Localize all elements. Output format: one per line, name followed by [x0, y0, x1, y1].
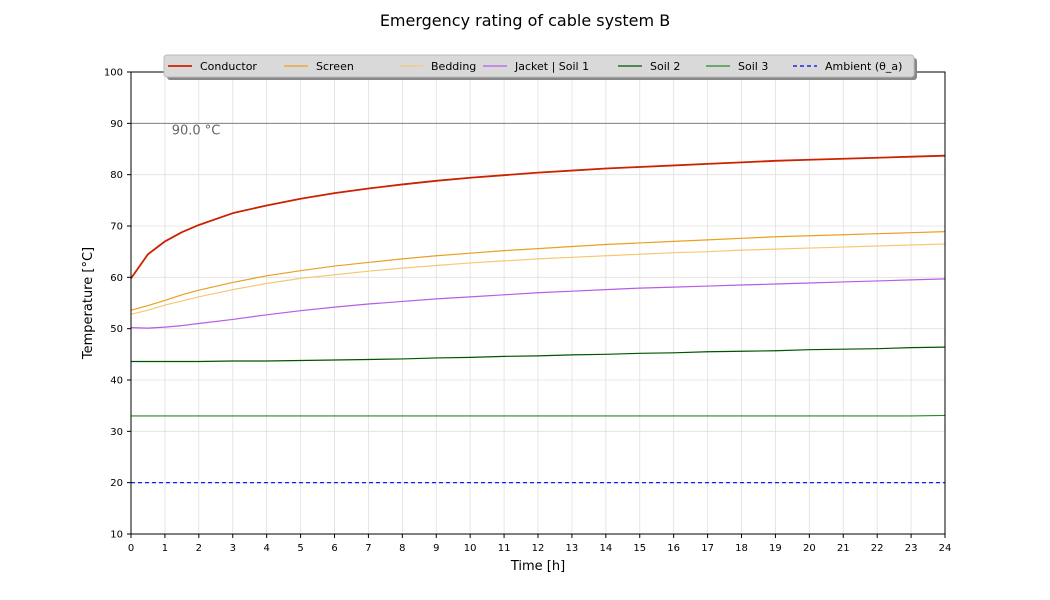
series-line-screen — [130, 231, 946, 311]
x-tick-label: 8 — [399, 543, 405, 554]
legend-label: Ambient (θ_a) — [825, 60, 902, 73]
y-tick-label: 80 — [110, 170, 123, 181]
y-tick-label: 60 — [110, 273, 123, 284]
legend-label: Screen — [316, 60, 354, 73]
series-group — [130, 154, 946, 484]
legend: Conductor Screen Bedding Jacket | Soil 1 Soi… — [163, 54, 917, 80]
y-tick-label: 10 — [110, 530, 123, 541]
grid — [130, 71, 946, 535]
y-tick-label: 40 — [110, 376, 123, 387]
max-temperature-label: 90.0 °C — [172, 123, 221, 138]
x-tick-label: 5 — [297, 543, 303, 554]
x-tick-label: 24 — [939, 543, 952, 554]
legend-box — [163, 54, 915, 78]
series-line-soil-2 — [131, 346, 946, 363]
x-tick-label: 20 — [803, 543, 816, 554]
x-tick-label: 6 — [331, 543, 337, 554]
x-tick-label: 16 — [667, 543, 680, 554]
legend-label: Soil 3 — [738, 60, 768, 73]
legend-label: Bedding — [431, 60, 476, 73]
y-axis-title: Temperature [°C] — [81, 247, 96, 360]
x-tick-label: 12 — [532, 543, 545, 554]
x-tick-label: 17 — [701, 543, 714, 554]
reference-line-group: 90.0 °C — [131, 122, 945, 138]
legend-label: Soil 2 — [650, 60, 680, 73]
legend-label: Jacket | Soil 1 — [514, 60, 589, 73]
x-tick-label: 13 — [566, 543, 579, 554]
x-tick-label: 23 — [905, 543, 918, 554]
series-line-soil-3 — [131, 414, 946, 417]
x-tick-label: 22 — [871, 543, 884, 554]
x-tick-label: 14 — [599, 543, 612, 554]
x-tick-label: 1 — [162, 543, 168, 554]
y-tick-label: 90 — [110, 119, 123, 130]
x-tick-label: 7 — [365, 543, 371, 554]
x-tick-label: 21 — [837, 543, 850, 554]
y-tick-label: 50 — [110, 324, 123, 335]
y-tick-label: 30 — [110, 427, 123, 438]
series-line-bedding — [130, 243, 946, 315]
series-line-conductor — [130, 154, 946, 279]
legend-label: Conductor — [200, 60, 257, 73]
x-tick-label: 2 — [196, 543, 202, 554]
x-tick-label: 10 — [464, 543, 477, 554]
y-tick-label: 100 — [104, 68, 123, 79]
x-tick-label: 9 — [433, 543, 439, 554]
x-tick-label: 15 — [633, 543, 646, 554]
y-tick-label: 70 — [110, 222, 123, 233]
y-axis-ticks: 10 20 30 40 50 60 70 80 90 100 — [104, 68, 131, 541]
x-tick-label: 4 — [263, 543, 269, 554]
x-axis-title: Time [h] — [510, 559, 565, 574]
x-tick-label: 19 — [769, 543, 782, 554]
chart-title: Emergency rating of cable system B — [380, 11, 670, 30]
x-tick-label: 3 — [230, 543, 236, 554]
series-line-jacket-soil-1 — [130, 278, 946, 329]
x-tick-label: 11 — [498, 543, 511, 554]
x-tick-label: 18 — [735, 543, 748, 554]
x-axis-ticks: 0 1 2 3 4 5 6 7 8 9 10 11 12 13 14 15 16 17 18 19 20 21 22 23 24 — [128, 534, 952, 554]
x-tick-label: 0 — [128, 543, 134, 554]
y-tick-label: 20 — [110, 478, 123, 489]
